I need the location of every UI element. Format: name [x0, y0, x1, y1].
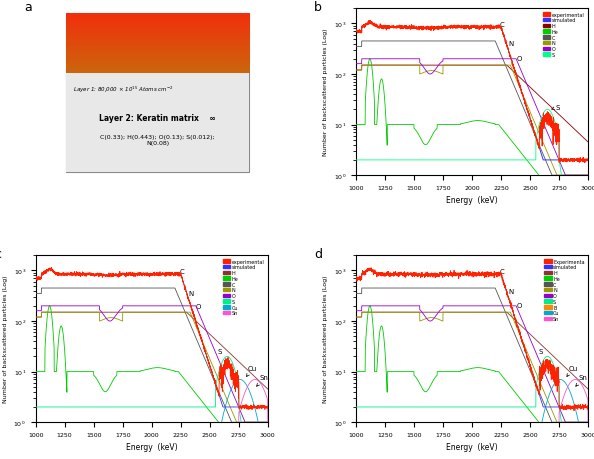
Text: a: a: [24, 1, 32, 14]
Text: Sn: Sn: [257, 375, 268, 386]
Bar: [66, 74, 249, 173]
Bar: [66, 14, 249, 173]
Text: C: C: [179, 269, 184, 274]
Text: O: O: [517, 56, 522, 62]
Text: C(0.33); H(0.443); O(0.13); S(0.012);
N(0.08): C(0.33); H(0.443); O(0.13); S(0.012); N(…: [100, 134, 215, 146]
X-axis label: Energy  (keV): Energy (keV): [126, 442, 178, 452]
Text: O: O: [195, 304, 201, 310]
Text: Cu: Cu: [567, 365, 577, 377]
Text: N: N: [188, 291, 194, 297]
Text: Layer 1: 80,000 × 10$^{15}$ Atoms cm$^{-2}$: Layer 1: 80,000 × 10$^{15}$ Atoms cm$^{-…: [73, 85, 173, 95]
Y-axis label: Number of backscattered particles (Log): Number of backscattered particles (Log): [323, 275, 328, 403]
Text: Cu: Cu: [247, 365, 257, 377]
Text: c: c: [0, 247, 1, 260]
Text: C(0.33); H(0.4423); O(0.13); S(0.015);
N(0.08); Sn(0.0007); Cu(0.0002): C(0.33); H(0.4423); O(0.13); S(0.015); N…: [98, 49, 217, 60]
Text: Sn: Sn: [576, 375, 587, 386]
Text: N: N: [508, 41, 514, 47]
Text: b: b: [314, 1, 322, 14]
Text: N: N: [508, 288, 514, 294]
Y-axis label: Number of backscattered particles (Log): Number of backscattered particles (Log): [323, 29, 328, 156]
X-axis label: Energy  (keV): Energy (keV): [446, 196, 498, 205]
Text: S: S: [538, 348, 542, 354]
Text: d: d: [314, 247, 322, 260]
Legend: experimental, simulated, H, He, C, N, O, S: experimental, simulated, H, He, C, N, O,…: [542, 11, 586, 59]
Legend: Experimenta, simulated, H, He, C, N, O, S, B, Cu, Sn: Experimenta, simulated, H, He, C, N, O, …: [544, 258, 586, 322]
X-axis label: Energy  (keV): Energy (keV): [446, 442, 498, 452]
Text: O: O: [517, 302, 522, 308]
Text: C: C: [500, 269, 505, 274]
Text: Layer 2: Keratin matrix    ∞: Layer 2: Keratin matrix ∞: [99, 114, 216, 123]
Text: C: C: [500, 22, 505, 28]
Text: Layer 1: cuticle: Layer 1: cuticle: [124, 30, 191, 39]
Text: S: S: [218, 348, 222, 354]
Legend: experimental, simulated, H, He, C, N, O, S, Cu, Sn: experimental, simulated, H, He, C, N, O,…: [222, 258, 266, 317]
Text: S: S: [552, 105, 560, 111]
Y-axis label: Number of backscattered particles (Log): Number of backscattered particles (Log): [3, 275, 8, 403]
